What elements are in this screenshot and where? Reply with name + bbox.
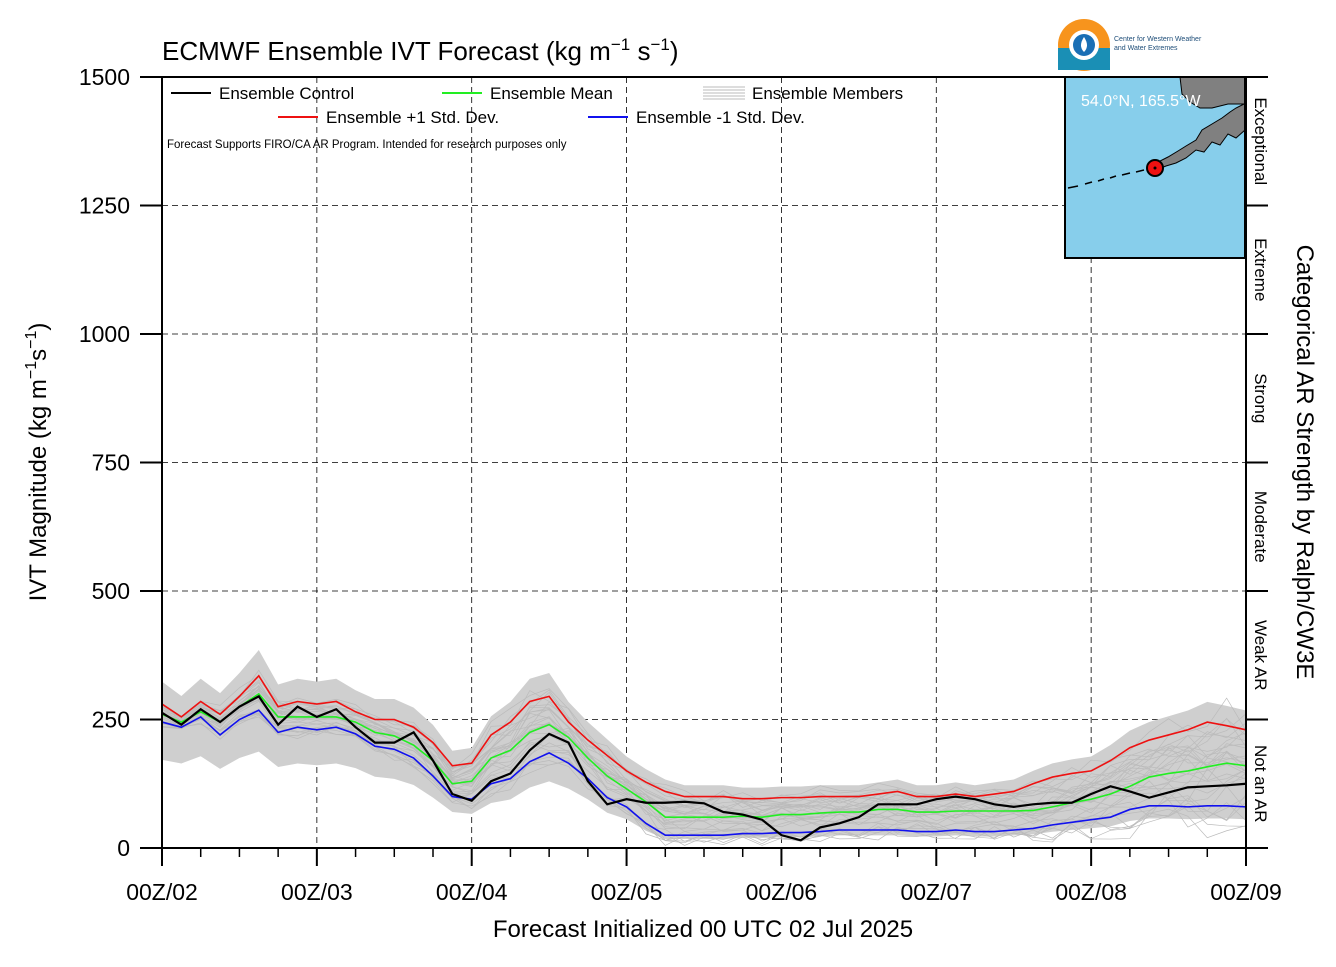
series-ensemble-1-std-dev (161, 709, 1247, 836)
legend-label-minus-std: Ensemble -1 Std. Dev. (636, 108, 805, 127)
inset-location-label: 54.0°N, 165.5°W (1081, 93, 1201, 110)
ensemble-member-line (161, 689, 1247, 823)
ensemble-member-line (161, 694, 1247, 822)
category-label: Exceptional (1251, 97, 1270, 185)
inset-map: 54.0°N, 165.5°W (1064, 76, 1246, 259)
ensemble-member-line (161, 685, 1247, 808)
x-tick-label: 00Z/04 (436, 879, 508, 905)
y-axis-ticks: 0 250 500 750 1000 1250 1500 (79, 64, 1268, 861)
series-ensemble-control (161, 694, 1247, 842)
ensemble-member-line (161, 688, 1247, 819)
disclaimer-note: Forecast Supports FIRO/CA AR Program. In… (167, 139, 567, 151)
x-tick-label: 00Z/08 (1055, 879, 1127, 905)
x-tick-label: 00Z/05 (591, 879, 663, 905)
legend-label-members: Ensemble Members (752, 84, 903, 103)
ensemble-spread (162, 650, 1246, 840)
x-tick-label: 00Z/07 (900, 879, 972, 905)
x-axis-label: Forecast Initialized 00 UTC 02 Jul 2025 (493, 916, 913, 943)
series-ensemble-1-std-dev (161, 674, 1247, 800)
y-tick-label: 1500 (79, 64, 130, 90)
ensemble-member-line (161, 714, 1247, 844)
x-tick-label: 00Z/09 (1210, 879, 1282, 905)
inset-land-alaska (1148, 76, 1246, 171)
series-layer (161, 674, 1247, 842)
svg-text:Center for Western Weather: Center for Western Weather (1114, 36, 1202, 43)
y-tick-label: 1000 (79, 321, 130, 347)
legend: Ensemble Control Ensemble Mean Ensemble … (167, 84, 903, 151)
ensemble-member-line (161, 700, 1247, 830)
x-tick-label: 00Z/03 (281, 879, 353, 905)
category-labels: Not an AR Weak AR Moderate Strong Extreme Exc… (1251, 97, 1270, 822)
ensemble-members (161, 650, 1247, 846)
x-axis-ticks: 00Z/02 00Z/03 00Z/04 00Z/05 00Z/06 00Z/07 00Z/… (126, 848, 1282, 905)
right-axis-label: Categorical AR Strength by Ralph/CW3E (1291, 245, 1318, 680)
legend-label-control: Ensemble Control (219, 84, 354, 103)
y-axis-label: IVT Magnitude (kg m−1s−1) (23, 323, 52, 602)
legend-label-plus-std: Ensemble +1 Std. Dev. (326, 108, 499, 127)
inset-land-islands (1067, 169, 1145, 189)
y-tick-label: 500 (92, 578, 130, 604)
category-label: Strong (1251, 373, 1270, 423)
ensemble-member-line (161, 716, 1247, 846)
grid (162, 77, 1246, 848)
category-label: Weak AR (1251, 620, 1270, 691)
y-tick-label: 0 (117, 835, 130, 861)
x-tick-label: 00Z/02 (126, 879, 198, 905)
y-tick-label: 750 (92, 450, 130, 476)
category-label: Not an AR (1251, 745, 1270, 823)
series-ensemble-mean (161, 692, 1247, 818)
legend-swatch-members (703, 86, 745, 100)
svg-text:and Water Extremes: and Water Extremes (1114, 45, 1178, 52)
chart-title: ECMWF Ensemble IVT Forecast (kg m−1 s−1) (162, 35, 679, 66)
legend-label-mean: Ensemble Mean (490, 84, 613, 103)
y-tick-label: 250 (92, 707, 130, 733)
category-label: Moderate (1251, 491, 1270, 563)
y-tick-label: 1250 (79, 193, 130, 219)
cw3e-logo: Center for Western Weather and Water Ext… (1058, 19, 1202, 71)
category-label: Extreme (1251, 238, 1270, 301)
x-tick-label: 00Z/06 (746, 879, 818, 905)
